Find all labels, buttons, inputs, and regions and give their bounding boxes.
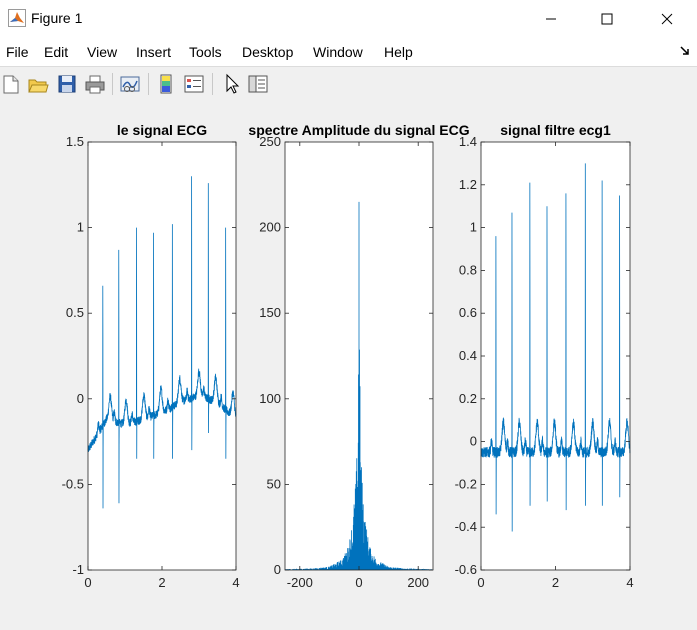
x-tick-label: 0	[355, 575, 362, 590]
y-tick-label: 0.5	[66, 305, 84, 320]
toolbar	[0, 66, 697, 102]
subplot-title: le signal ECG	[117, 122, 207, 138]
axes-background	[481, 142, 630, 570]
menu-bar: File Edit View Insert Tools Desktop Wind…	[0, 38, 697, 66]
y-tick-label: 1.4	[459, 134, 477, 149]
figure-plot-area[interactable]: -1-0.500.511.50 2 4le signal ECG0501001502…	[0, 101, 697, 625]
menu-window[interactable]: Window	[313, 44, 363, 60]
figure-canvas[interactable]: -1 -0.5 0 0.5 1 1.5 0 2 4 le signal ECG 0 50 100 150 2…	[0, 101, 697, 625]
title-bar: Figure 1	[0, 0, 697, 38]
subplot-axes-1[interactable]: -1 -0.5 0 0.5 1 1.5 0 2 4 le signal ECG	[62, 122, 240, 590]
x-tick-label: 200	[407, 575, 429, 590]
y-tick-label: 100	[259, 391, 281, 406]
menu-help[interactable]: Help	[384, 44, 413, 60]
open-file-icon[interactable]	[27, 73, 49, 95]
y-tick-label: 150	[259, 305, 281, 320]
save-icon[interactable]	[56, 73, 78, 95]
y-tick-label: 0	[470, 434, 477, 449]
y-tick-label: 1	[470, 220, 477, 235]
y-tick-label: 0.6	[459, 305, 477, 320]
y-tick-label: 1.2	[459, 177, 477, 192]
y-tick-label: 1	[77, 220, 84, 235]
axes-background	[88, 142, 236, 570]
y-tick-label: 0	[274, 562, 281, 577]
subplot-title: spectre Amplitude du signal ECG	[248, 122, 469, 138]
x-tick-label: 2	[158, 575, 165, 590]
y-tick-label: 0.2	[459, 391, 477, 406]
y-tick-label: -0.6	[455, 562, 477, 577]
legend-icon[interactable]	[183, 73, 205, 95]
menu-tools[interactable]: Tools	[189, 44, 222, 60]
maximize-icon	[601, 13, 613, 25]
toolbar-separator	[212, 73, 213, 95]
x-tick-label: 2	[552, 575, 559, 590]
y-tick-label: 200	[259, 220, 281, 235]
x-tick-label: 4	[626, 575, 633, 590]
x-tick-label: 4	[232, 575, 239, 590]
close-icon	[661, 13, 673, 25]
y-tick-label: 1.5	[66, 134, 84, 149]
signal-trace	[87, 176, 237, 509]
y-tick-label: 0	[77, 391, 84, 406]
signal-trace	[480, 163, 631, 532]
dock-arrow-icon[interactable]	[679, 45, 691, 57]
y-tick-label: -0.2	[455, 476, 477, 491]
menu-file[interactable]: File	[6, 44, 29, 60]
property-editor-icon[interactable]	[247, 73, 269, 95]
x-tick-label: 0	[477, 575, 484, 590]
matlab-logo-icon	[8, 9, 26, 27]
maximize-button[interactable]	[584, 0, 630, 38]
x-tick-label: -200	[287, 575, 313, 590]
y-tick-label: -0.4	[455, 519, 477, 534]
pointer-icon[interactable]	[221, 73, 243, 95]
subplot-title: signal filtre ecg1	[500, 122, 611, 138]
minimize-icon	[546, 18, 556, 20]
window-title: Figure 1	[31, 10, 83, 26]
menu-desktop[interactable]: Desktop	[242, 44, 294, 60]
y-tick-label: 0.4	[459, 348, 477, 363]
menu-view[interactable]: View	[87, 44, 118, 60]
y-tick-label: 0.8	[459, 262, 477, 277]
y-tick-label: -1	[72, 562, 84, 577]
close-button[interactable]	[644, 0, 690, 38]
colorbar-icon[interactable]	[155, 73, 177, 95]
link-plot-icon[interactable]	[119, 73, 141, 95]
y-tick-label: -0.5	[62, 476, 84, 491]
y-tick-label: 250	[259, 134, 281, 149]
print-icon[interactable]	[84, 73, 106, 95]
menu-insert[interactable]: Insert	[136, 44, 172, 60]
minimize-button[interactable]	[528, 0, 574, 38]
menu-edit[interactable]: Edit	[44, 44, 69, 60]
subplot-axes-3[interactable]: -0.6 -0.4 -0.2 0 0.2 0.4 0.6 0.8 1 1.2 1.4 0 2 4 signa…	[455, 122, 634, 590]
x-tick-label: 0	[84, 575, 91, 590]
y-tick-label: 50	[267, 476, 281, 491]
subplot-axes-2[interactable]: 0 50 100 150 200 250 -200 0 200 spectre Amplitude…	[248, 122, 469, 590]
toolbar-separator	[112, 73, 113, 95]
toolbar-separator	[148, 73, 149, 95]
new-figure-icon[interactable]	[0, 73, 22, 95]
